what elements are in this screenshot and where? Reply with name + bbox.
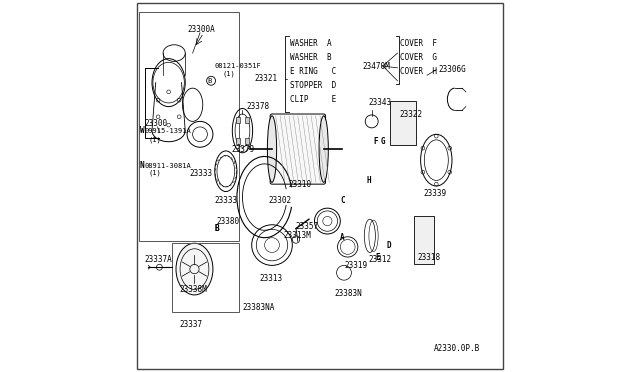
Text: (1): (1)	[222, 70, 235, 77]
Text: A: A	[340, 233, 345, 242]
Text: 23321: 23321	[255, 74, 278, 83]
Text: 23312: 23312	[368, 255, 391, 264]
Text: 23318: 23318	[418, 253, 441, 263]
Text: 23383NA: 23383NA	[243, 303, 275, 312]
Text: 23343: 23343	[368, 99, 391, 108]
Text: 23338M: 23338M	[180, 285, 207, 294]
Text: 23339: 23339	[424, 189, 447, 198]
Bar	[139, 13, 239, 241]
Text: 23306G: 23306G	[438, 65, 466, 74]
Text: F: F	[374, 137, 378, 146]
Text: COVER  F: COVER F	[401, 39, 438, 48]
Bar	[236, 138, 240, 144]
Text: N: N	[140, 161, 145, 170]
Text: 23322: 23322	[399, 109, 422, 119]
FancyBboxPatch shape	[270, 114, 326, 184]
Ellipse shape	[176, 243, 213, 295]
Text: 23357: 23357	[295, 222, 318, 231]
Text: G: G	[381, 137, 385, 146]
Text: WASHER  A: WASHER A	[290, 39, 332, 48]
Ellipse shape	[319, 116, 328, 182]
Text: CLIP     E: CLIP E	[290, 96, 336, 105]
Text: H: H	[366, 176, 371, 185]
Text: D: D	[387, 241, 391, 250]
Ellipse shape	[268, 116, 276, 182]
Text: 23313: 23313	[259, 274, 282, 283]
Text: 08121-0351F: 08121-0351F	[215, 63, 262, 69]
Bar	[414, 215, 435, 263]
Text: 23333: 23333	[190, 169, 213, 177]
Text: 23383N: 23383N	[335, 289, 362, 298]
Text: B: B	[215, 224, 220, 233]
Text: COVER  G: COVER G	[401, 53, 438, 62]
Text: 23300: 23300	[145, 119, 168, 128]
Bar	[245, 138, 250, 144]
Text: W: W	[140, 126, 145, 135]
Text: 23380: 23380	[216, 217, 240, 225]
Text: 08911-3081A: 08911-3081A	[145, 163, 191, 169]
Text: 23333: 23333	[214, 196, 237, 205]
Bar	[245, 117, 250, 123]
Text: 23300A: 23300A	[187, 25, 215, 33]
Text: C: C	[340, 196, 345, 205]
Text: 23319: 23319	[344, 261, 367, 270]
Text: 23310: 23310	[289, 180, 312, 189]
Text: 23313M: 23313M	[283, 231, 311, 240]
Text: 23378: 23378	[246, 102, 269, 111]
Text: 09915-1391A: 09915-1391A	[145, 128, 191, 134]
Text: 23337A: 23337A	[145, 255, 172, 264]
Text: (1): (1)	[148, 170, 161, 176]
Text: WASHER  B: WASHER B	[290, 53, 332, 62]
Text: 23470M: 23470M	[362, 61, 390, 71]
Text: (1): (1)	[148, 137, 161, 143]
Bar	[236, 117, 240, 123]
Text: E: E	[376, 253, 380, 263]
Text: E RING   C: E RING C	[290, 67, 336, 76]
Text: A2330.0P.B: A2330.0P.B	[433, 344, 480, 353]
Text: 23302: 23302	[268, 196, 291, 205]
Text: B: B	[207, 78, 212, 84]
Bar	[172, 243, 239, 311]
Bar	[390, 101, 416, 145]
Text: B: B	[215, 224, 220, 233]
Text: STOPPER  D: STOPPER D	[290, 81, 336, 90]
Text: COVER  H: COVER H	[401, 67, 438, 76]
Text: 23337: 23337	[180, 320, 203, 329]
Text: 23379: 23379	[232, 145, 255, 154]
